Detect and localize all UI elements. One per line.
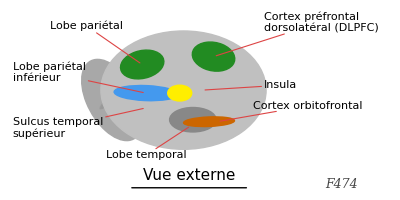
Ellipse shape [108,91,117,101]
Ellipse shape [120,50,164,79]
Ellipse shape [168,85,192,101]
Ellipse shape [82,59,143,141]
Text: Lobe pariétal
inférieur: Lobe pariétal inférieur [13,61,143,93]
Ellipse shape [170,107,216,132]
Ellipse shape [184,117,234,127]
Text: Sulcus temporal
supérieur: Sulcus temporal supérieur [13,108,143,139]
Ellipse shape [103,97,109,108]
Ellipse shape [106,95,110,106]
Ellipse shape [100,99,109,109]
Ellipse shape [106,95,110,105]
Ellipse shape [114,85,178,101]
Text: Vue externe: Vue externe [143,168,235,183]
Text: Cortex préfrontal
dorsolatéral (DLPFC): Cortex préfrontal dorsolatéral (DLPFC) [216,11,379,56]
Ellipse shape [108,92,115,102]
Text: Lobe temporal: Lobe temporal [106,127,189,160]
Ellipse shape [192,42,235,71]
Ellipse shape [107,93,112,104]
Ellipse shape [104,96,110,107]
Ellipse shape [102,98,109,108]
Text: F474: F474 [326,178,358,191]
Text: Insula: Insula [205,80,298,90]
Ellipse shape [101,31,266,149]
Ellipse shape [107,94,111,105]
Ellipse shape [108,92,114,103]
Text: Lobe pariétal: Lobe pariétal [50,21,140,63]
Text: Cortex orbitofrontal: Cortex orbitofrontal [220,101,362,121]
